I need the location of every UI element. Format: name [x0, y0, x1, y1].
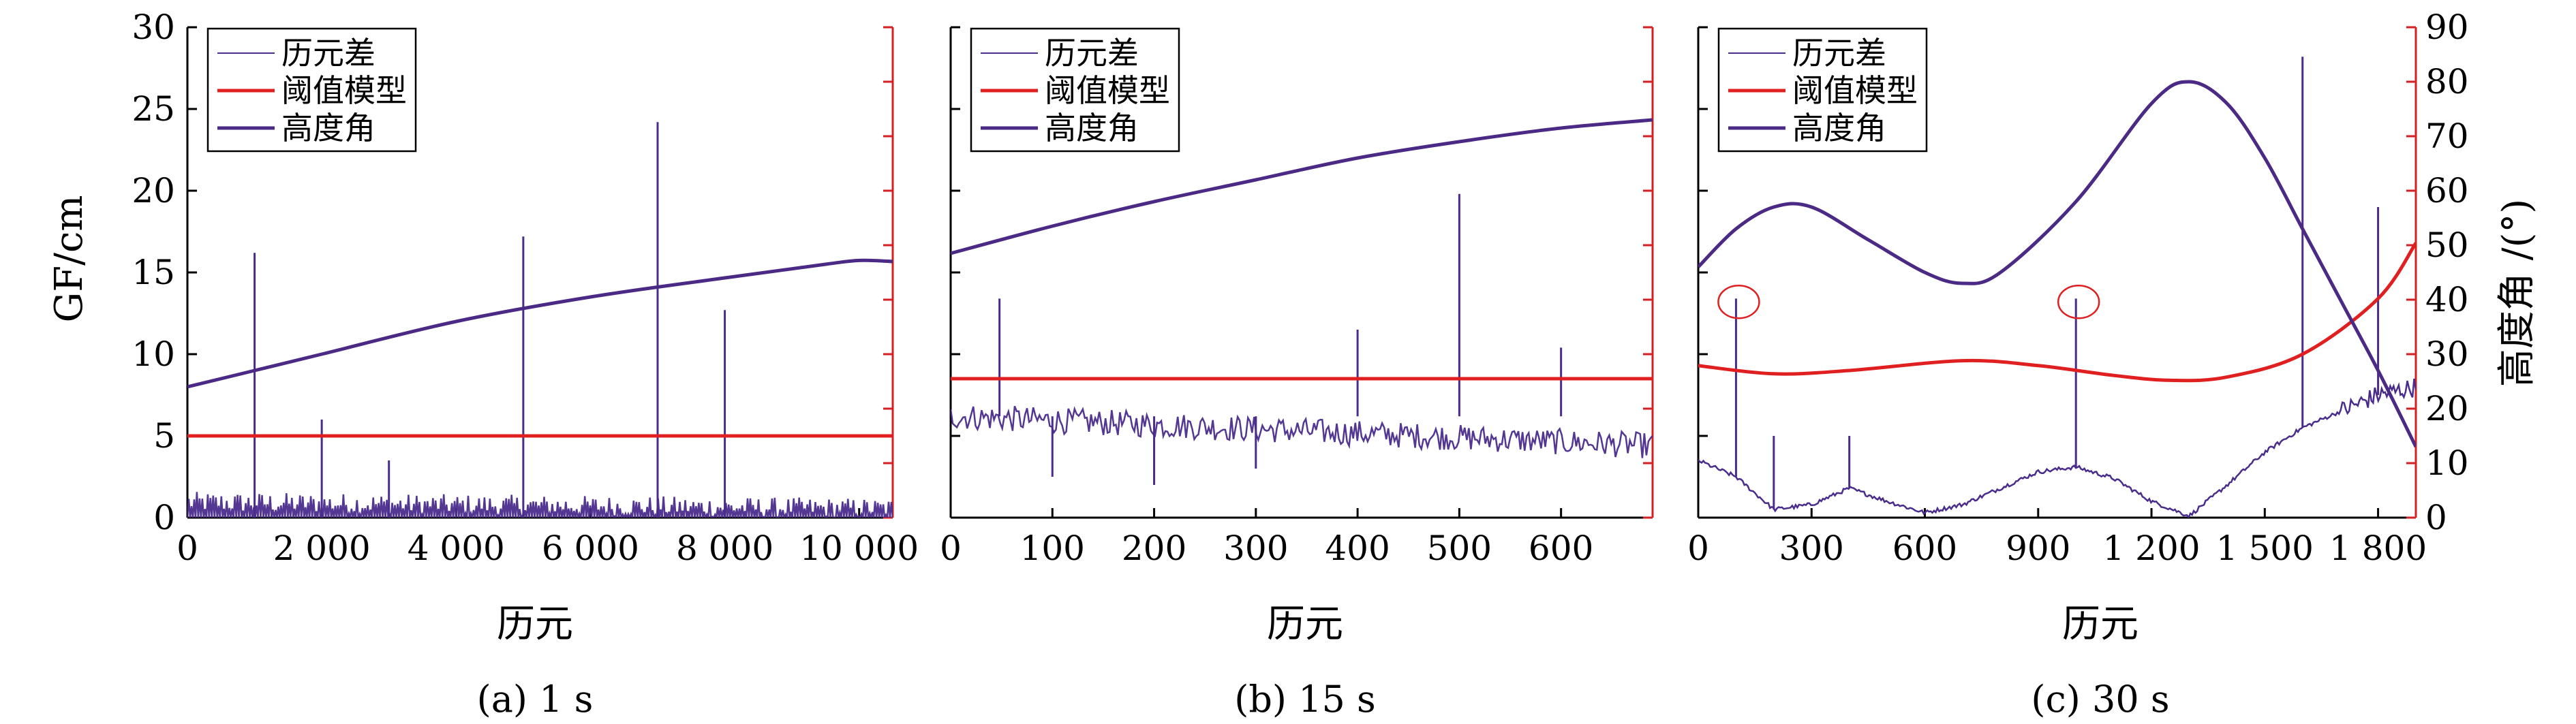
elevation-line	[951, 118, 1653, 255]
highlight-ellipse	[1717, 284, 1760, 319]
panel-a: 0 5 10 15 20 25 30 0 2 000 4 000 6 000 8 000 10 000 历…	[132, 7, 919, 568]
x-axis-label-b: 历元	[1267, 602, 1343, 646]
highlight-ellipse	[2057, 284, 2100, 319]
y-tick-label: 5	[153, 416, 175, 456]
elevation-line	[1698, 80, 2416, 448]
x-tick-label: 0	[177, 529, 198, 568]
y2-tick-label: 0	[2425, 498, 2447, 537]
legend-label: 高度角	[281, 110, 375, 146]
x-tick-label: 4 000	[408, 529, 505, 568]
epoch-diff-line	[1698, 378, 2416, 518]
y2-tick-label: 60	[2425, 171, 2469, 210]
elevation-line	[187, 258, 893, 389]
y-tick-label: 15	[132, 253, 175, 292]
epoch-diff-line	[187, 492, 893, 518]
x-tick-label: 500	[1427, 529, 1492, 568]
y-tick-label: 20	[132, 171, 175, 210]
epoch-diff-line	[951, 405, 1653, 458]
legend-label: 历元差	[1792, 35, 1886, 72]
y-axis-label-left: GF/cm	[47, 195, 91, 323]
y-axis-label-right: 高度角 /(°)	[2495, 199, 2539, 387]
plot-area	[187, 122, 893, 518]
y2-tick-label: 20	[2425, 389, 2469, 428]
x-tick-label: 0	[1687, 529, 1709, 568]
x-tick-label: 900	[2006, 529, 2070, 568]
x-axis-label-c: 历元	[2062, 602, 2138, 646]
legend-label: 阈值模型	[281, 72, 407, 109]
legend-label: 阈值模型	[1792, 72, 1918, 109]
x-tick-label: 1 800	[2329, 529, 2427, 568]
plot-area	[951, 118, 1653, 485]
y-tick-label: 30	[132, 7, 175, 47]
x-tick-label: 200	[1122, 529, 1186, 568]
plot-area	[1698, 57, 2416, 518]
x-tick-label: 6 000	[542, 529, 639, 568]
legend-label: 历元差	[1045, 35, 1139, 72]
y2-tick-label: 50	[2425, 225, 2469, 265]
caption-a: (a) 1 s	[477, 678, 594, 721]
x-tick-label: 600	[1529, 529, 1593, 568]
x-tick-label: 100	[1020, 529, 1085, 568]
x-tick-label: 0	[940, 529, 962, 568]
legend-label: 高度角	[1045, 110, 1139, 146]
y-tick-label: 0	[153, 498, 175, 537]
x-tick-label: 300	[1223, 529, 1288, 568]
caption-c: (c) 30 s	[2031, 678, 2169, 721]
y2-tick-label: 80	[2425, 62, 2469, 101]
x-tick-label: 300	[1779, 529, 1844, 568]
threshold-line	[1698, 242, 2416, 383]
x-tick-label: 1 500	[2216, 529, 2314, 568]
x-tick-label: 600	[1892, 529, 1957, 568]
y2-tick-label: 40	[2425, 280, 2469, 319]
y2-tick-label: 70	[2425, 116, 2469, 156]
caption-b: (b) 15 s	[1234, 678, 1375, 721]
y-tick-label: 25	[132, 89, 175, 129]
legend-label: 阈值模型	[1045, 72, 1170, 109]
x-tick-label: 10 000	[799, 529, 919, 568]
y2-tick-label: 30	[2425, 334, 2469, 374]
x-tick-label: 1 200	[2102, 529, 2200, 568]
y-tick-label: 10	[132, 334, 175, 374]
y2-tick-label: 10	[2425, 443, 2469, 483]
legend-label: 历元差	[281, 35, 375, 72]
x-tick-label: 8 000	[676, 529, 773, 568]
legend-label: 高度角	[1792, 110, 1886, 146]
y2-tick-label: 90	[2425, 7, 2469, 47]
x-axis-label-a: 历元	[497, 602, 573, 646]
x-tick-label: 400	[1325, 529, 1390, 568]
x-tick-label: 2 000	[273, 529, 371, 568]
